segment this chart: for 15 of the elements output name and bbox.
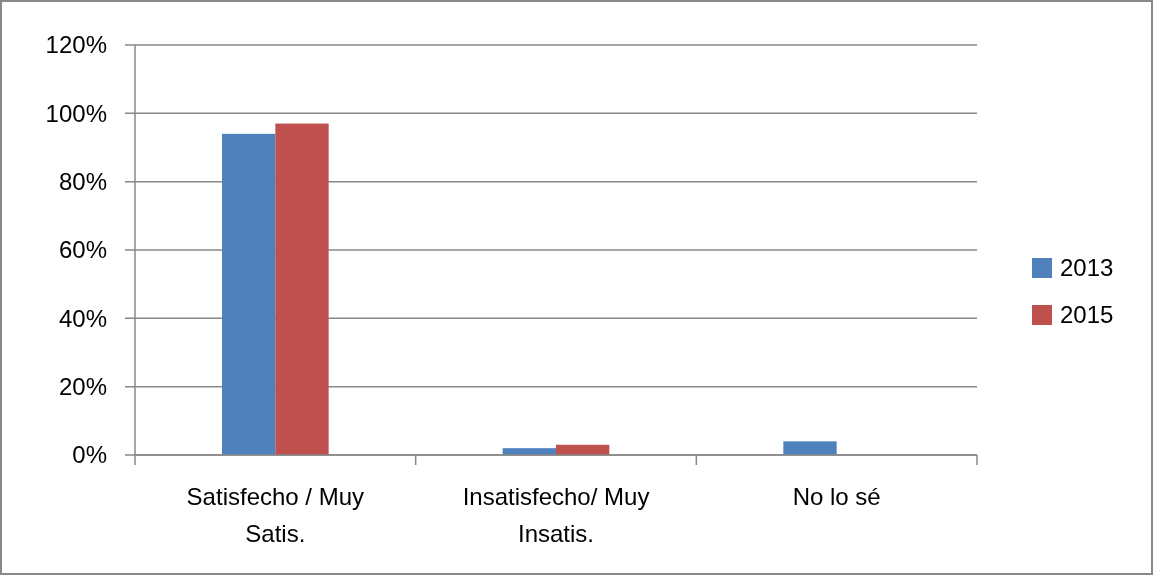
y-tick-label: 80% (58, 168, 107, 196)
y-tick-label: 40% (58, 304, 107, 332)
bar (222, 133, 276, 455)
y-tick-label: 20% (58, 373, 107, 401)
x-tick-label: Insatisfecho/ Muy Insatis. (462, 483, 650, 547)
y-tick-label: 120% (45, 31, 107, 59)
legend-label: 2015 (1060, 301, 1114, 329)
y-tick-label: 0% (72, 441, 107, 469)
legend-label: 2013 (1060, 254, 1114, 282)
y-tick-label: 60% (58, 236, 107, 264)
x-tick-label: Satisfecho / Muy Satis. (186, 483, 365, 547)
x-tick-label: No lo sé (792, 483, 881, 510)
bar (783, 441, 837, 455)
bar (275, 123, 329, 455)
y-tick-label: 100% (45, 99, 107, 127)
